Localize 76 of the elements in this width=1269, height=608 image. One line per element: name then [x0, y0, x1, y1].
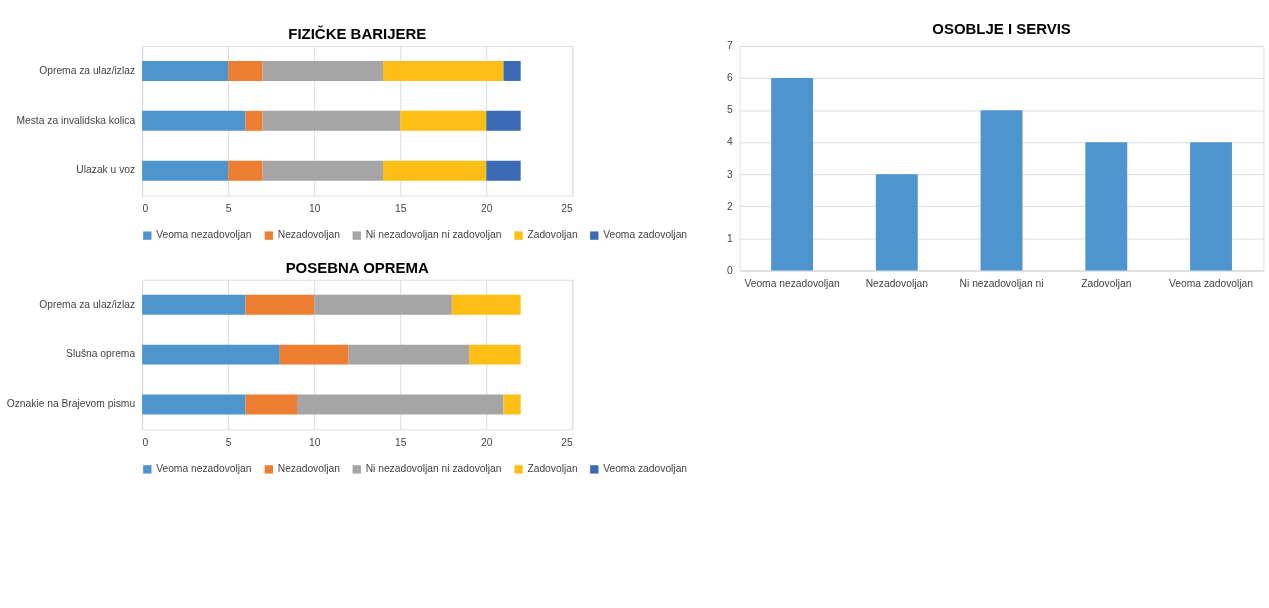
legend-label: Veoma zadovoljan: [603, 463, 688, 475]
bar: [348, 344, 470, 365]
x-tick-label: Veoma zadovoljan: [1169, 277, 1254, 289]
bar: [486, 160, 521, 181]
x-tick-label: 15: [395, 436, 407, 448]
legend-label: Nezadovoljan: [277, 229, 341, 241]
y-tick-label: 0: [726, 264, 733, 276]
x-tick-label: 20: [481, 436, 493, 448]
y-tick-label: 7: [726, 40, 733, 52]
y-tick-label: 4: [726, 136, 733, 148]
bar: [400, 110, 487, 131]
bar: [469, 344, 521, 365]
x-tick-label: Zadovoljan: [1081, 277, 1132, 289]
bar: [297, 394, 504, 415]
y-tick-label: 5: [726, 104, 733, 116]
x-tick-label: 10: [308, 203, 321, 214]
bar: [383, 60, 504, 81]
bar: [245, 294, 315, 315]
bar: [142, 344, 280, 365]
legend-label: Veoma nezadovoljan: [156, 229, 252, 241]
legend-label: Veoma nezadovoljan: [156, 463, 252, 475]
x-tick-label: 0: [142, 203, 149, 214]
x-tick-label: Veoma nezadovoljan: [744, 277, 841, 289]
bar: [245, 394, 297, 415]
x-tick-label: 25: [561, 436, 574, 448]
bar: [486, 110, 521, 131]
bar: [279, 344, 349, 365]
x-tick-label: 10: [308, 436, 321, 448]
y-tick-label: 2: [726, 200, 733, 212]
y-tick-label: Mesta za invalidska kolica: [16, 114, 136, 126]
bar: [262, 160, 384, 181]
x-tick-label: Nezadovoljan: [865, 277, 929, 289]
y-tick-label: Slušna oprema: [66, 348, 136, 360]
bar: [451, 294, 521, 315]
chart-title: OSOBLJE I SERVIS: [932, 19, 1071, 37]
bar: [503, 394, 521, 415]
legend-label: Ni nezadovoljan ni zadovoljan: [365, 229, 502, 241]
chart-title: FIZIČKE BARIJERE: [288, 25, 427, 43]
y-tick-label: Ulazak u voz: [76, 164, 136, 176]
legend-label: Veoma zadovoljan: [603, 229, 688, 241]
chart-title: POSEBNA OPREMA: [285, 259, 430, 277]
x-tick-label: 25: [561, 203, 574, 214]
legend-label: Zadovoljan: [527, 463, 578, 475]
y-tick-label: Oprema za ulaz/izlaz: [39, 64, 136, 76]
y-tick-label: 1: [726, 232, 733, 244]
y-tick-label: 6: [726, 72, 733, 84]
x-tick-label: 20: [481, 203, 493, 214]
bar: [142, 60, 229, 81]
bar: [1085, 142, 1128, 271]
bar: [771, 78, 814, 271]
bar: [228, 160, 263, 181]
bar: [142, 394, 246, 415]
bar: [503, 60, 521, 81]
bar: [980, 110, 1023, 271]
legend-label: Zadovoljan: [527, 229, 578, 241]
bar: [875, 174, 918, 271]
x-tick-label: Ni nezadovoljan ni: [959, 277, 1044, 289]
bar: [262, 110, 401, 131]
x-tick-label: 15: [395, 203, 407, 214]
bar: [314, 294, 452, 315]
y-tick-label: 3: [726, 168, 733, 180]
legend-label: Nezadovoljan: [277, 463, 341, 475]
x-tick-label: 5: [225, 436, 232, 448]
x-tick-label: 0: [142, 436, 149, 448]
bar: [142, 160, 229, 181]
bar: [383, 160, 487, 181]
bar: [1190, 142, 1232, 271]
x-tick-label: 5: [225, 203, 232, 214]
bar: [228, 60, 263, 81]
bar: [142, 110, 246, 131]
bar: [142, 294, 246, 315]
legend-label: Ni nezadovoljan ni zadovoljan: [365, 463, 502, 475]
bar: [262, 60, 384, 81]
y-tick-label: Oprema za ulaz/izlaz: [39, 298, 136, 310]
bar: [245, 110, 263, 131]
y-tick-label: Oznakie na Brajevom pismu: [6, 398, 136, 410]
